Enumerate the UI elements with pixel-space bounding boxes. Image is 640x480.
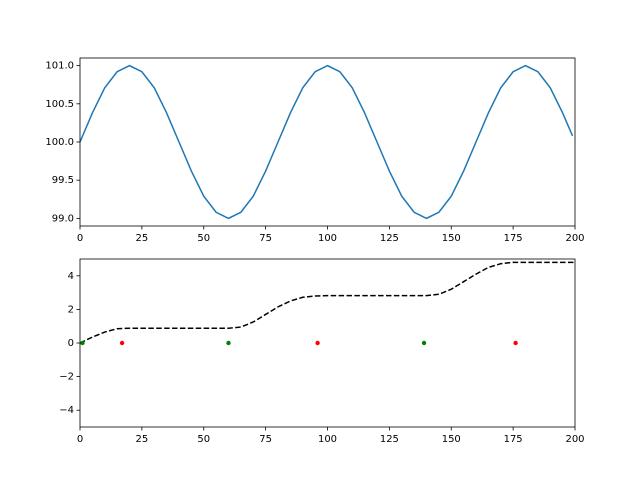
- x-tick-label: 200: [565, 233, 584, 244]
- y-tick-label: 4: [68, 271, 74, 282]
- y-tick-label: 0: [68, 338, 74, 349]
- axes-frame: [79, 258, 576, 428]
- data-line: [79, 64, 574, 220]
- x-tick-label: 100: [318, 233, 337, 244]
- x-tick-label: 125: [380, 233, 399, 244]
- data-point: [80, 340, 85, 346]
- x-tick-label: 75: [259, 233, 272, 244]
- axes-frame: [79, 57, 576, 227]
- x-tick-label: 100: [318, 434, 337, 445]
- data-point: [315, 340, 320, 346]
- x-tick-label: 150: [442, 233, 461, 244]
- x-tick-label: 75: [259, 434, 272, 445]
- data-line: [79, 261, 575, 344]
- x-tick-label: 0: [77, 434, 83, 445]
- y-tick-label: 99.0: [52, 213, 74, 224]
- x-tick-label: 175: [504, 434, 523, 445]
- data-point: [513, 340, 518, 346]
- y-tick-label: −4: [59, 405, 74, 416]
- data-point: [119, 340, 125, 346]
- y-tick-label: 2: [68, 304, 74, 315]
- x-tick-label: 150: [442, 434, 461, 445]
- x-tick-label: 50: [197, 434, 210, 445]
- x-tick-label: 25: [136, 434, 149, 445]
- x-tick-label: 0: [77, 233, 83, 244]
- x-tick-label: 50: [197, 233, 210, 244]
- x-tick-label: 125: [380, 434, 399, 445]
- data-point: [226, 340, 231, 346]
- x-tick-label: 25: [136, 233, 149, 244]
- x-tick-label: 175: [504, 233, 523, 244]
- y-tick-label: 101.0: [45, 61, 74, 72]
- y-tick-label: 100.0: [45, 137, 74, 148]
- x-tick-label: 200: [565, 434, 584, 445]
- data-point: [421, 340, 427, 346]
- y-tick-label: −2: [59, 372, 74, 383]
- y-tick-label: 99.5: [52, 175, 74, 186]
- y-tick-label: 100.5: [45, 99, 74, 110]
